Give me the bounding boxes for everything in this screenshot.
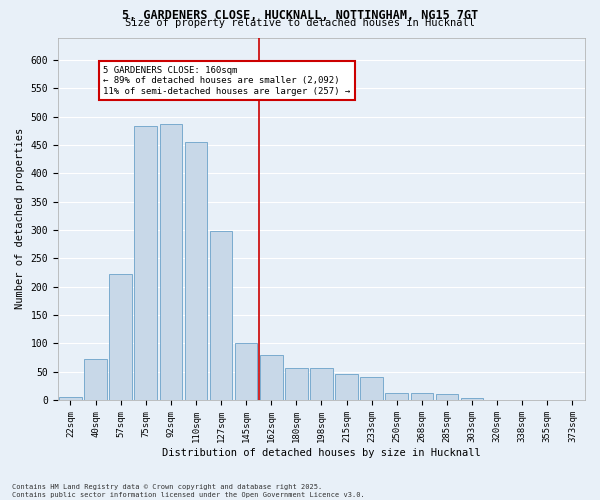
Bar [285, 368, 308, 400]
Bar [160, 124, 182, 400]
Bar [59, 397, 82, 400]
Bar [385, 393, 408, 400]
Text: Size of property relative to detached houses in Hucknall: Size of property relative to detached ho… [125, 18, 475, 28]
Bar [84, 358, 107, 400]
Text: Contains HM Land Registry data © Crown copyright and database right 2025.
Contai: Contains HM Land Registry data © Crown c… [12, 484, 365, 498]
Bar [260, 355, 283, 400]
Bar [134, 126, 157, 400]
X-axis label: Distribution of detached houses by size in Hucknall: Distribution of detached houses by size … [162, 448, 481, 458]
Text: 5 GARDENERS CLOSE: 160sqm
← 89% of detached houses are smaller (2,092)
11% of se: 5 GARDENERS CLOSE: 160sqm ← 89% of detac… [103, 66, 350, 96]
Bar [310, 368, 333, 400]
Bar [410, 393, 433, 400]
Bar [109, 274, 132, 400]
Text: 5, GARDENERS CLOSE, HUCKNALL, NOTTINGHAM, NG15 7GT: 5, GARDENERS CLOSE, HUCKNALL, NOTTINGHAM… [122, 9, 478, 22]
Bar [235, 344, 257, 400]
Bar [436, 394, 458, 400]
Bar [461, 398, 484, 400]
Bar [210, 231, 232, 400]
Bar [335, 374, 358, 400]
Bar [361, 378, 383, 400]
Y-axis label: Number of detached properties: Number of detached properties [15, 128, 25, 310]
Bar [185, 142, 207, 400]
